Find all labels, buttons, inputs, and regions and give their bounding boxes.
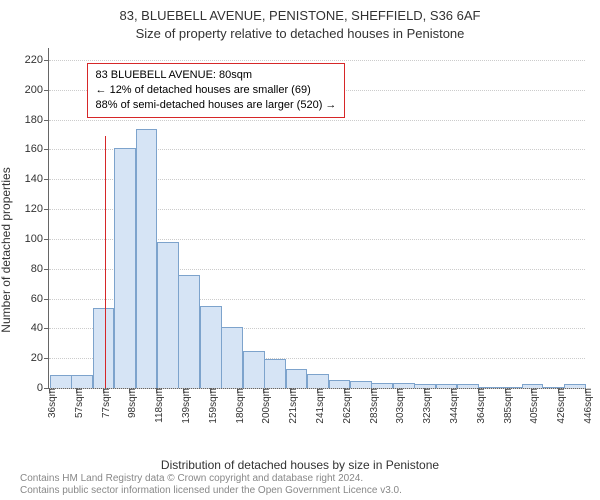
xtick-label: 241sqm: [313, 388, 326, 424]
ytick-label: 120: [25, 203, 49, 215]
histogram-bar: [350, 381, 372, 388]
xtick-label: 283sqm: [367, 388, 380, 424]
ytick-label: 220: [25, 54, 49, 66]
histogram-bar: [71, 375, 93, 388]
annotation-box: 83 BLUEBELL AVENUE: 80sqm← 12% of detach…: [87, 63, 346, 118]
xtick-label: 323sqm: [420, 388, 433, 424]
xtick-label: 303sqm: [393, 388, 406, 424]
xtick-label: 57sqm: [72, 388, 85, 418]
xtick-label: 344sqm: [447, 388, 460, 424]
xtick-label: 139sqm: [179, 388, 192, 424]
histogram-bar: [264, 359, 286, 388]
xtick-label: 159sqm: [206, 388, 219, 424]
y-axis-label: Number of detached properties: [0, 167, 13, 332]
license-text: Contains HM Land Registry data © Crown c…: [20, 473, 600, 500]
xtick-label: 77sqm: [99, 388, 112, 418]
histogram-bar: [157, 242, 179, 388]
xtick-label: 446sqm: [581, 388, 594, 424]
marker-line: [105, 136, 106, 388]
xtick-label: 426sqm: [554, 388, 567, 424]
annotation-line-2: ← 12% of detached houses are smaller (69…: [96, 83, 337, 98]
title-main: 83, BLUEBELL AVENUE, PENISTONE, SHEFFIEL…: [0, 8, 600, 23]
histogram-bar: [221, 327, 243, 388]
ytick-label: 180: [25, 114, 49, 126]
ytick-label: 40: [31, 322, 49, 334]
histogram-bar: [286, 369, 308, 388]
xtick-label: 405sqm: [527, 388, 540, 424]
histogram-bar: [307, 374, 329, 388]
xtick-label: 200sqm: [259, 388, 272, 424]
annotation-line-1: 83 BLUEBELL AVENUE: 80sqm: [96, 68, 337, 83]
histogram-bar: [136, 129, 158, 388]
ytick-label: 160: [25, 143, 49, 155]
chart-container: 83, BLUEBELL AVENUE, PENISTONE, SHEFFIEL…: [0, 0, 600, 500]
annotation-line-3: 88% of semi-detached houses are larger (…: [96, 98, 337, 113]
ytick-label: 100: [25, 233, 49, 245]
xtick-label: 221sqm: [286, 388, 299, 424]
license-line-2: Contains public sector information licen…: [20, 485, 402, 496]
gridline: [49, 120, 585, 121]
ytick-label: 80: [31, 263, 49, 275]
x-axis-label: Distribution of detached houses by size …: [0, 458, 600, 472]
xtick-label: 262sqm: [340, 388, 353, 424]
histogram-bar: [200, 306, 222, 388]
xtick-label: 36sqm: [45, 388, 58, 418]
xtick-label: 385sqm: [501, 388, 514, 424]
histogram-bar: [243, 351, 265, 388]
ytick-label: 60: [31, 293, 49, 305]
histogram-bar: [114, 148, 136, 388]
ytick-label: 20: [31, 352, 49, 364]
ytick-label: 140: [25, 173, 49, 185]
histogram-bar: [329, 380, 351, 388]
title-sub: Size of property relative to detached ho…: [0, 26, 600, 41]
xtick-label: 118sqm: [152, 388, 165, 423]
license-line-1: Contains HM Land Registry data © Crown c…: [20, 473, 363, 484]
xtick-label: 364sqm: [474, 388, 487, 424]
histogram-bar: [50, 375, 72, 388]
xtick-label: 98sqm: [125, 388, 138, 418]
ytick-label: 200: [25, 84, 49, 96]
gridline: [49, 60, 585, 61]
histogram-bar: [178, 275, 200, 388]
histogram-bar: [93, 308, 115, 388]
xtick-label: 180sqm: [233, 388, 246, 424]
plot-area: 02040608010012014016018020022036sqm57sqm…: [48, 48, 585, 389]
